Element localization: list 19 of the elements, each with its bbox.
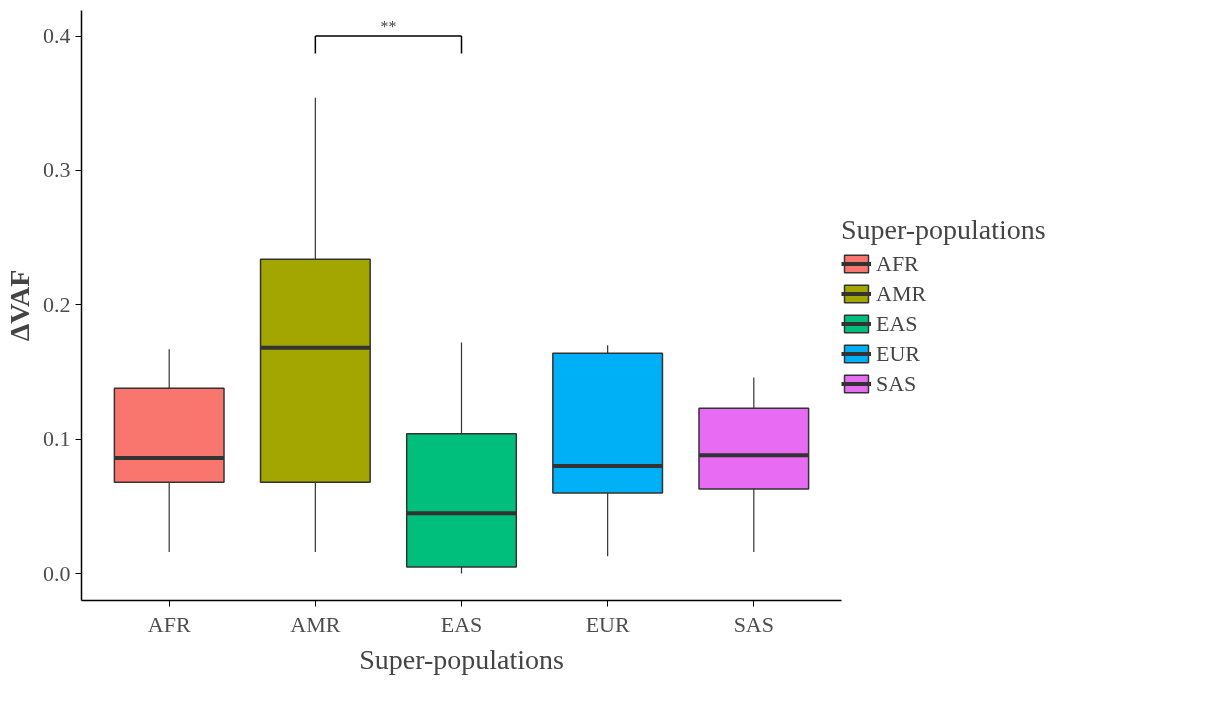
y-tick-label: 0.4	[43, 23, 71, 49]
x-axis-title: Super-populations	[359, 643, 564, 675]
x-tick-label: AMR	[290, 611, 341, 637]
y-tick-label: 0.0	[43, 560, 71, 586]
legend-label: EAS	[876, 310, 918, 337]
legend-label: EUR	[876, 340, 920, 367]
legend-title: Super-populations	[841, 213, 1046, 246]
x-tick-label: SAS	[733, 611, 774, 637]
y-tick-label: 0.2	[43, 291, 71, 317]
x-tick-label: EAS	[440, 611, 483, 637]
x-tick-label: AFR	[147, 611, 191, 637]
annotation: **	[380, 17, 397, 35]
legend-label: AMR	[876, 280, 927, 307]
legend-label: SAS	[876, 370, 917, 397]
y-axis-title: ΔVAF	[4, 269, 35, 342]
y-tick-label: 0.3	[43, 157, 71, 183]
y-tick-label: 0.1	[43, 426, 71, 452]
x-tick-label: EUR	[585, 611, 630, 637]
legend-label: AFR	[876, 250, 919, 277]
